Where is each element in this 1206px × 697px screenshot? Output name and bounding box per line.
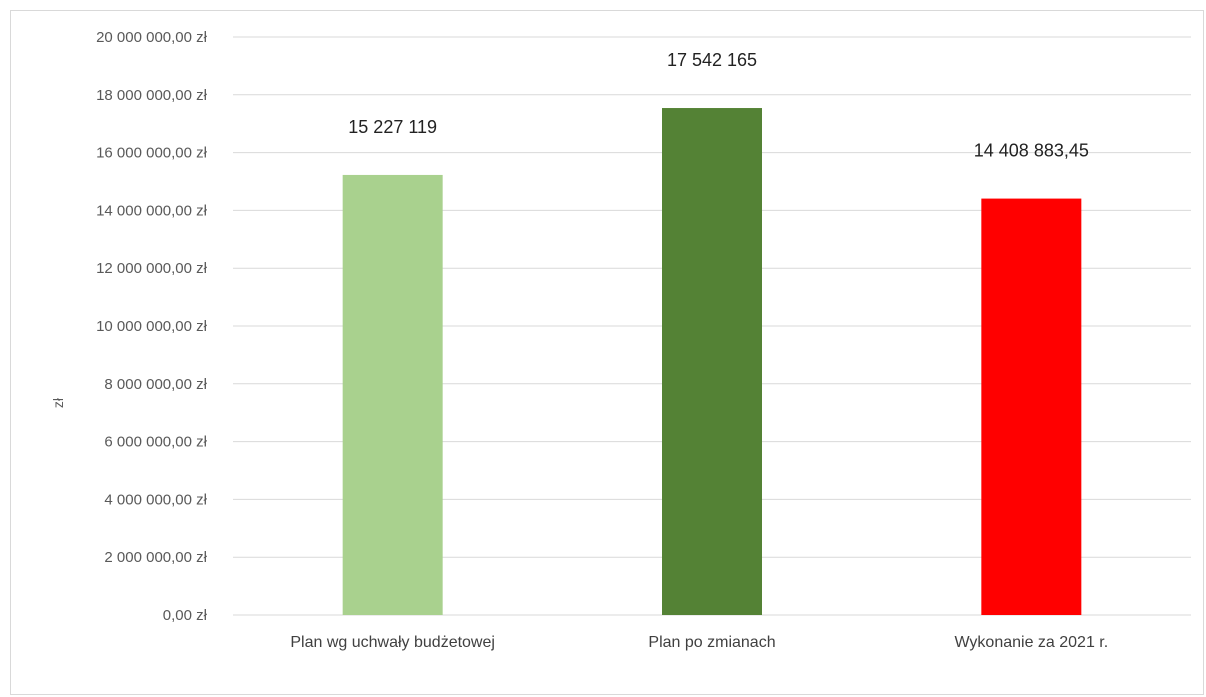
- y-tick-label: 4 000 000,00 zł: [104, 491, 207, 508]
- x-category-label: Plan po zmianach: [648, 634, 775, 651]
- bar-chart: 0,00 zł 2 000 000,00 zł 4 000 000,00 zł 6 0…: [50, 29, 1191, 651]
- bar: [342, 174, 443, 615]
- y-tick-label: 10 000 000,00 zł: [96, 318, 208, 335]
- x-category-label: Wykonanie za 2021 r.: [954, 634, 1108, 651]
- x-category-label: Plan wg uchwały budżetowej: [290, 634, 495, 651]
- chart-frame: 0,00 zł 2 000 000,00 zł 4 000 000,00 zł 6 0…: [10, 10, 1204, 695]
- y-tick-label: 6 000 000,00 zł: [104, 434, 207, 451]
- y-tick-label: 18 000 000,00 zł: [96, 87, 208, 104]
- x-axis-category-labels: Plan wg uchwały budżetowej Plan po zmiana…: [290, 634, 1108, 651]
- y-tick-label: 12 000 000,00 zł: [96, 260, 208, 277]
- y-axis-tick-labels: 0,00 zł 2 000 000,00 zł 4 000 000,00 zł 6 0…: [96, 29, 208, 624]
- y-tick-label: 8 000 000,00 zł: [104, 376, 207, 393]
- bar: [981, 198, 1082, 616]
- y-tick-label: 14 000 000,00 zł: [96, 202, 208, 219]
- y-tick-label: 20 000 000,00 zł: [96, 29, 208, 46]
- data-label: 17 542 165: [667, 50, 757, 70]
- bars: [342, 108, 1082, 616]
- y-tick-label: 2 000 000,00 zł: [104, 549, 207, 566]
- data-labels: 15 227 119 17 542 165 14 408 883,45: [348, 50, 1089, 161]
- data-label: 15 227 119: [348, 117, 437, 137]
- data-label: 14 408 883,45: [974, 141, 1089, 161]
- bar: [662, 108, 762, 615]
- y-tick-label: 0,00 zł: [163, 607, 208, 624]
- y-tick-label: 16 000 000,00 zł: [96, 145, 208, 162]
- y-axis-title: zł: [50, 397, 66, 408]
